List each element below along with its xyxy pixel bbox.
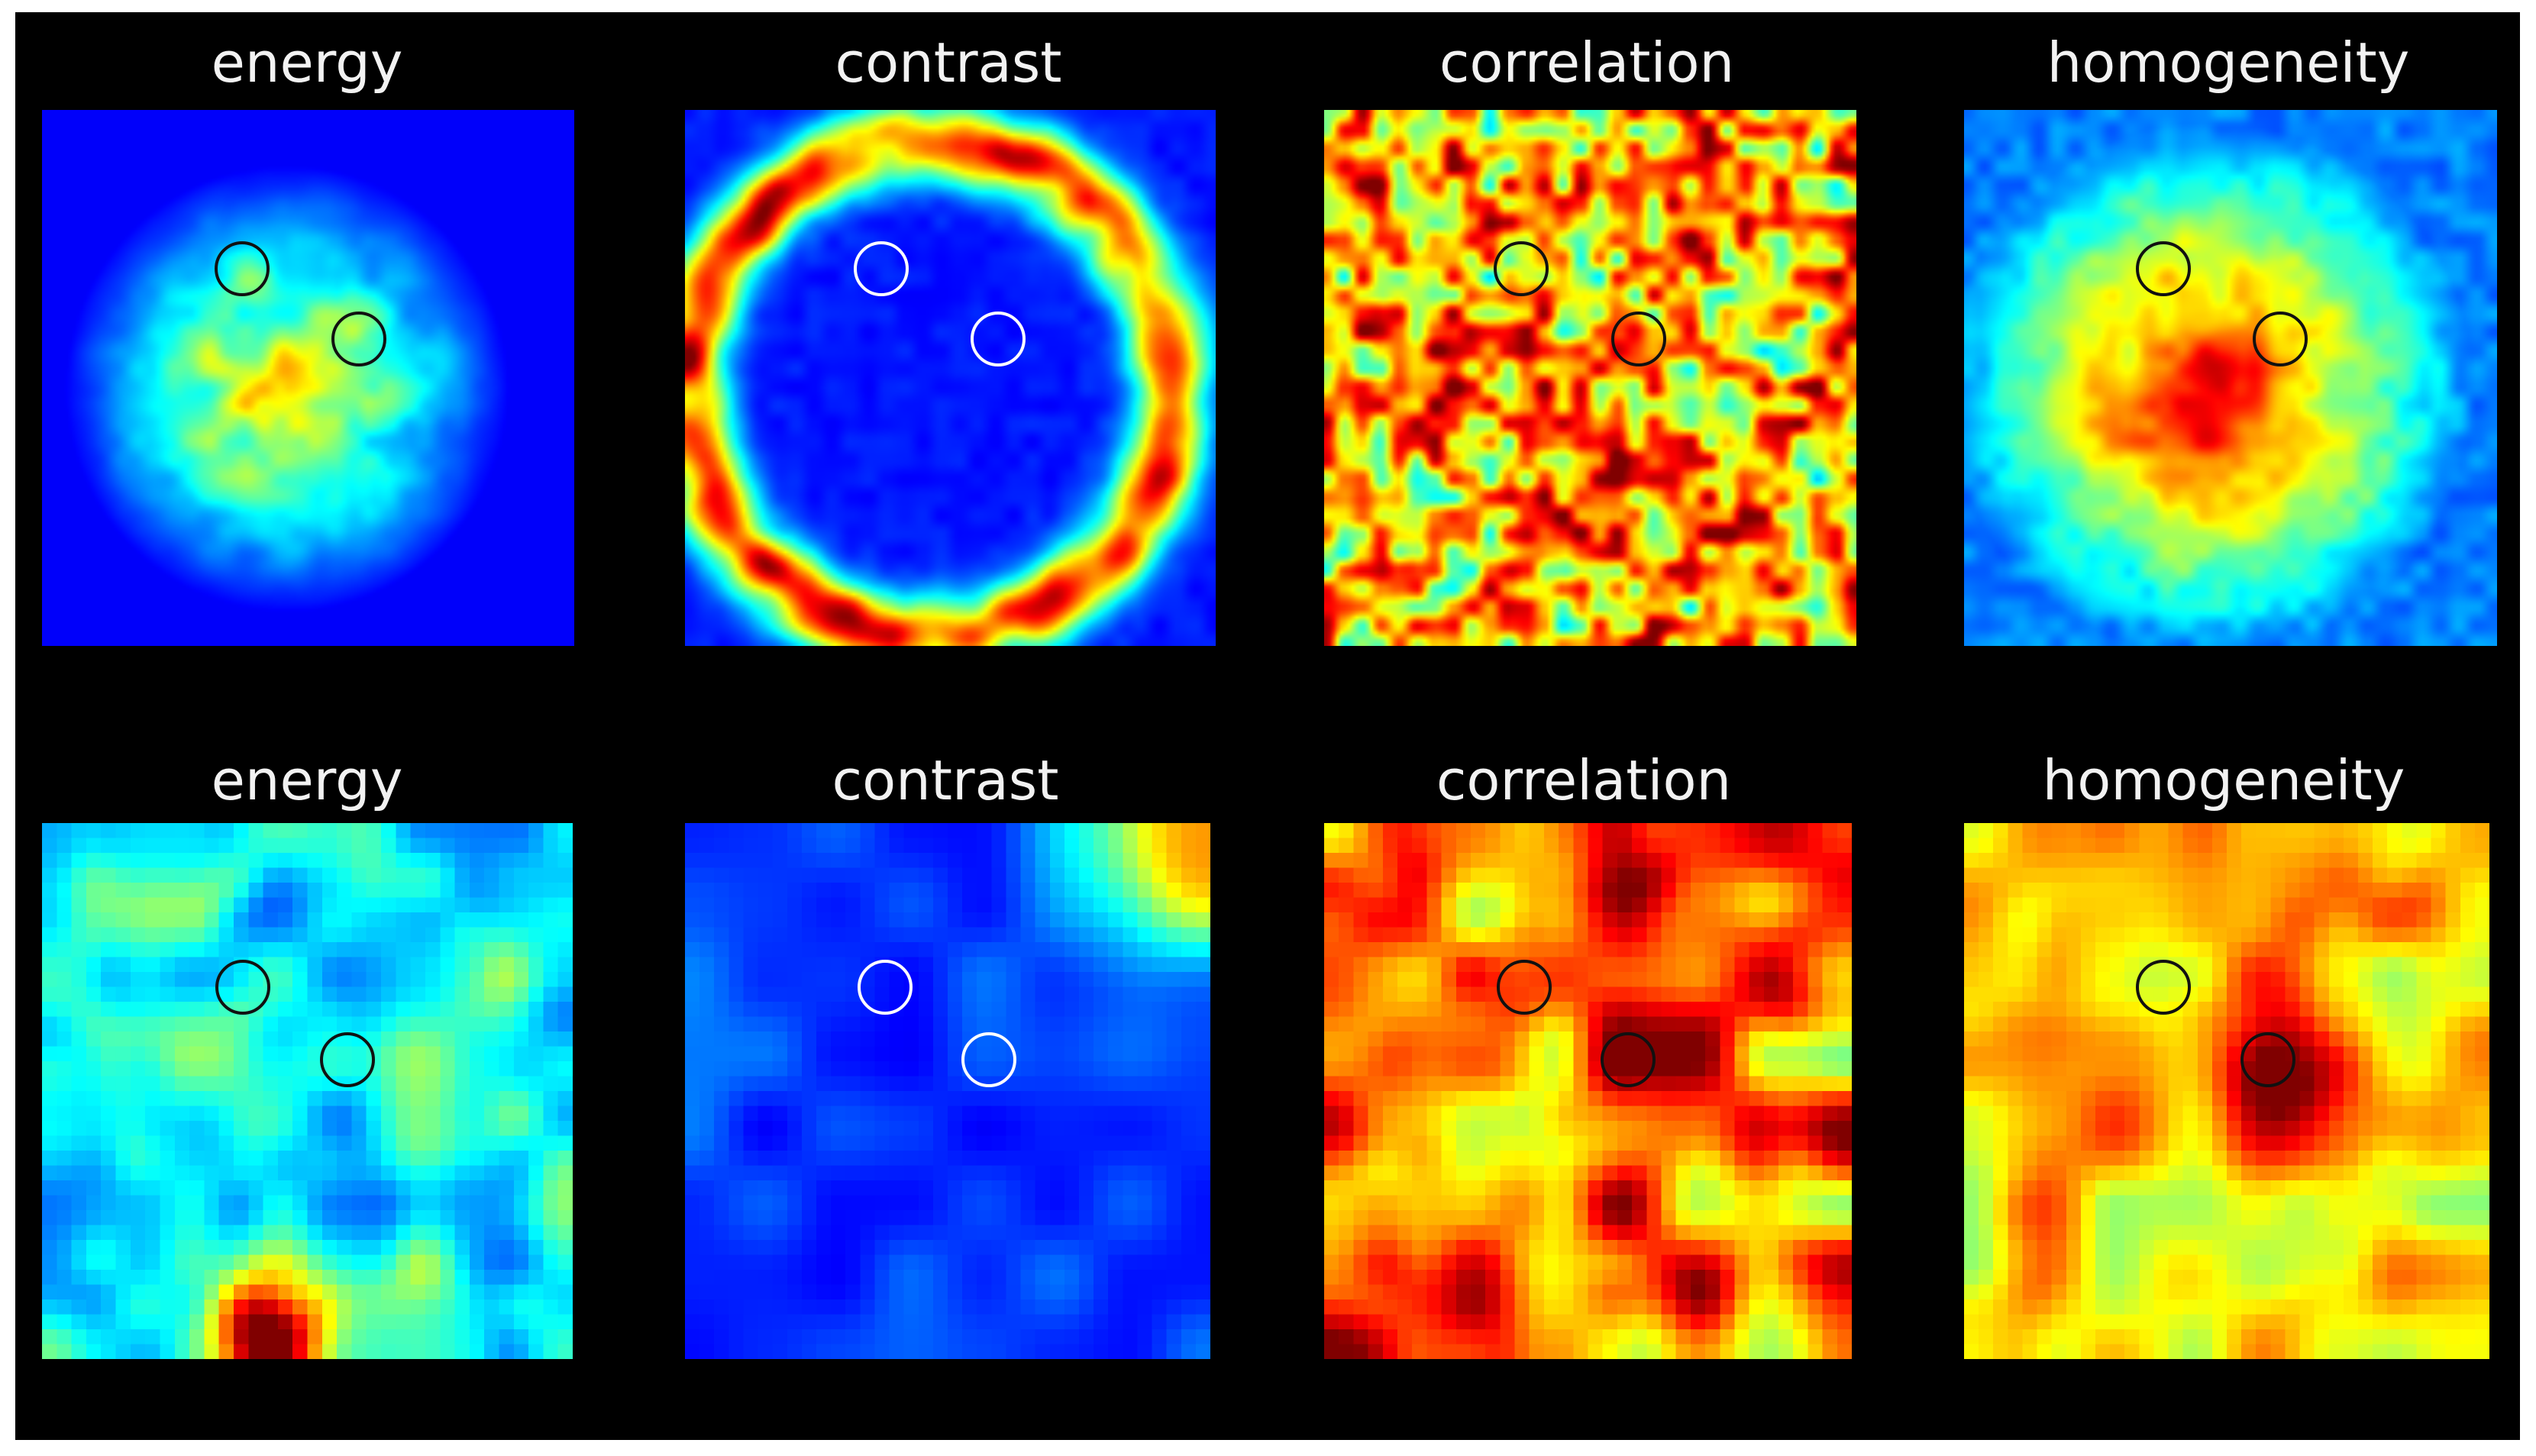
roi-circle-1 — [215, 960, 270, 1015]
roi-circle-1 — [2136, 960, 2191, 1015]
heatmap-correlation-row2 — [1324, 823, 1852, 1359]
roi-circle-2 — [971, 312, 1026, 366]
roi-markers — [2136, 241, 2308, 366]
roi-markers — [2136, 960, 2295, 1087]
panel-title-contrast-row2: contrast — [832, 748, 1059, 812]
panel-title-contrast-row1: contrast — [835, 31, 1062, 95]
roi-circle-1 — [215, 241, 270, 296]
roi-markers — [215, 960, 375, 1087]
roi-circle-2 — [1611, 312, 1666, 366]
heatmap-contrast-row2 — [685, 823, 1210, 1359]
heatmap-energy-row1 — [42, 110, 574, 646]
roi-circle-2 — [2253, 312, 2308, 366]
figure-canvas: energy contrast correlation homogeneity … — [15, 12, 2520, 1440]
roi-circle-2 — [961, 1032, 1016, 1087]
roi-markers — [215, 241, 386, 366]
panel-title-correlation-row2: correlation — [1436, 748, 1732, 812]
roi-circle-2 — [2240, 1032, 2295, 1087]
roi-markers — [854, 241, 1026, 366]
heatmap-correlation-row1 — [1324, 110, 1856, 646]
panel-title-correlation-row1: correlation — [1439, 31, 1735, 95]
heatmap-energy-row2 — [42, 823, 573, 1359]
panel-title-energy-row1: energy — [211, 31, 403, 95]
panel-title-energy-row2: energy — [211, 748, 403, 812]
roi-circle-2 — [331, 312, 386, 366]
heatmap-homogeneity-row2 — [1964, 823, 2489, 1359]
roi-circle-2 — [1601, 1032, 1656, 1087]
roi-markers — [1497, 960, 1656, 1087]
roi-circle-1 — [2136, 241, 2191, 296]
roi-circle-1 — [854, 241, 909, 296]
roi-circle-2 — [320, 1032, 375, 1087]
roi-markers — [1494, 241, 1666, 366]
heatmap-contrast-row1 — [685, 110, 1216, 646]
panel-title-homogeneity-row2: homogeneity — [2042, 748, 2405, 812]
heatmap-homogeneity-row1 — [1964, 110, 2497, 646]
roi-circle-1 — [858, 960, 913, 1015]
roi-circle-1 — [1497, 960, 1552, 1015]
roi-markers — [858, 960, 1016, 1087]
roi-circle-1 — [1494, 241, 1549, 296]
panel-title-homogeneity-row1: homogeneity — [2047, 31, 2410, 95]
